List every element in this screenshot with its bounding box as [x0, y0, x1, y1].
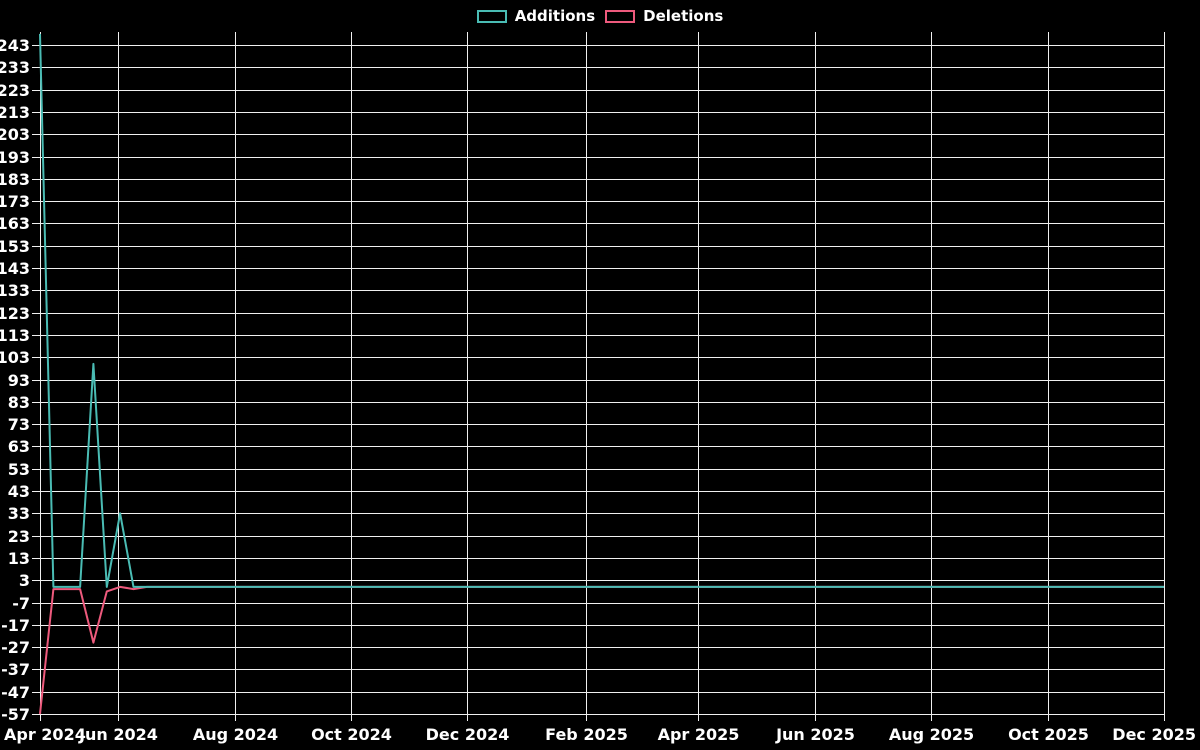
- x-tick-label: Apr 2025: [658, 725, 740, 744]
- y-tick-label: 3: [19, 571, 30, 590]
- y-tick-label: 53: [8, 460, 30, 479]
- x-tick-label: Aug 2025: [889, 725, 974, 744]
- legend-swatch-deletions: [605, 10, 636, 23]
- y-tick-label: 143: [0, 259, 30, 278]
- additions-line: [39, 33, 1164, 588]
- y-tick-label: 13: [8, 549, 30, 568]
- y-tick-label: -47: [1, 683, 30, 702]
- legend-item-deletions[interactable]: Deletions: [605, 8, 723, 25]
- x-tick-label: Dec 2025: [1112, 725, 1196, 744]
- legend-label: Additions: [514, 7, 596, 25]
- deletions-line: [39, 585, 1164, 715]
- x-tick-label: Apr 2024: [4, 725, 86, 744]
- y-tick-label: 133: [0, 281, 30, 300]
- chart-legend: Additions Deletions: [0, 8, 1200, 25]
- x-tick-label: Dec 2024: [426, 725, 510, 744]
- x-tick-label: Oct 2025: [1008, 725, 1089, 744]
- y-tick-label: 153: [0, 237, 30, 256]
- legend-item-additions[interactable]: Additions: [476, 7, 596, 25]
- y-tick-label: 193: [0, 148, 30, 167]
- y-tick-label: 173: [0, 192, 30, 211]
- y-tick-label: 183: [0, 170, 30, 189]
- y-axis-labels: 2432332232132031931831731631531431331231…: [0, 36, 30, 724]
- y-tick-label: 33: [8, 504, 30, 523]
- axis-tick-marks: [32, 45, 1165, 721]
- legend-label: Deletions: [643, 7, 724, 25]
- x-tick-label: Feb 2025: [545, 725, 628, 744]
- y-tick-label: 83: [8, 393, 30, 412]
- y-tick-label: 213: [0, 103, 30, 122]
- y-tick-label: 123: [0, 304, 30, 323]
- vertical-gridlines: [40, 32, 1165, 714]
- y-tick-label: -57: [1, 705, 30, 724]
- y-tick-label: 73: [8, 415, 30, 434]
- y-tick-label: 63: [8, 437, 30, 456]
- y-tick-label: -27: [1, 638, 30, 657]
- y-tick-label: 43: [8, 482, 30, 501]
- x-tick-label: Jun 2025: [775, 725, 855, 744]
- y-tick-label: 23: [8, 527, 30, 546]
- y-tick-label: 93: [8, 371, 30, 390]
- y-tick-label: 233: [0, 58, 30, 77]
- horizontal-gridlines: [40, 45, 1164, 715]
- x-tick-label: Aug 2024: [193, 725, 278, 744]
- y-tick-label: 243: [0, 36, 30, 55]
- y-tick-label: 223: [0, 81, 30, 100]
- data-series-lines: [39, 33, 1164, 715]
- x-tick-label: Jun 2024: [78, 725, 158, 744]
- y-tick-label: 103: [0, 348, 30, 367]
- legend-swatch-additions: [476, 10, 507, 23]
- y-tick-label: 163: [0, 214, 30, 233]
- y-tick-label: -17: [1, 616, 30, 635]
- x-tick-label: Oct 2024: [311, 725, 392, 744]
- y-tick-label: 203: [0, 125, 30, 144]
- y-tick-label: 113: [0, 326, 30, 345]
- y-tick-label: -7: [12, 594, 30, 613]
- y-tick-label: -37: [1, 660, 30, 679]
